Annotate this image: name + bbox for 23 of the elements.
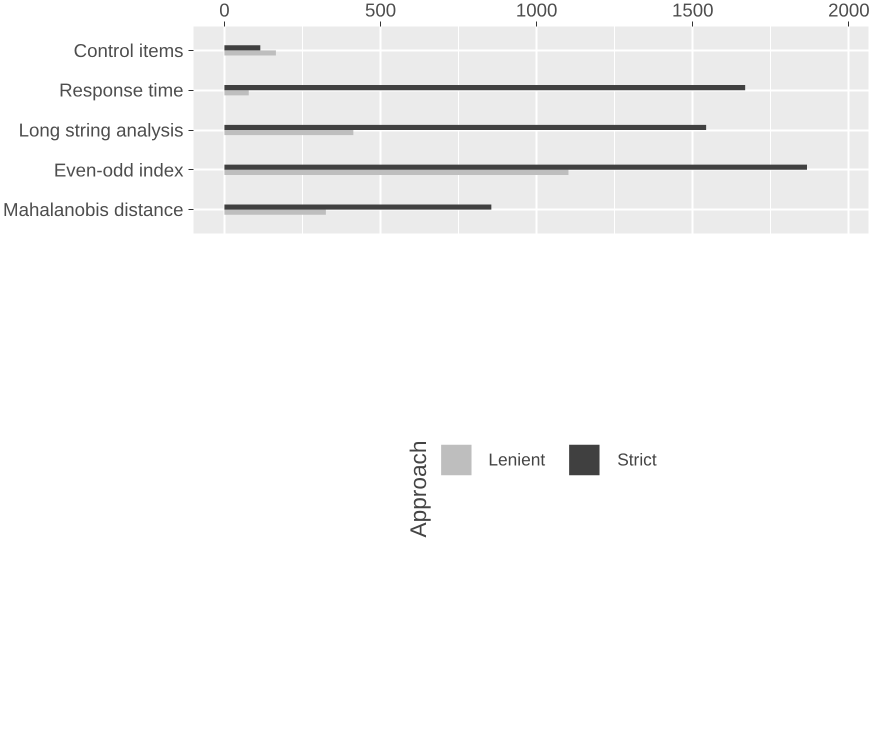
bar xyxy=(224,170,568,175)
bar xyxy=(224,45,260,50)
x-tick-label: 500 xyxy=(364,0,396,20)
legend-label: Strict xyxy=(617,449,657,470)
y-tick-label: Long string analysis xyxy=(18,120,184,140)
y-tick-label: Control items xyxy=(74,40,184,61)
x-tick-label: 1500 xyxy=(672,0,714,20)
y-tick-label: Even-odd index xyxy=(54,159,184,180)
x-tick-label: 0 xyxy=(219,0,230,20)
legend-title: Approach xyxy=(404,440,432,538)
bar xyxy=(224,50,276,56)
y-tick-label: Response time xyxy=(59,80,184,101)
legend-label: Lenient xyxy=(488,449,546,470)
y-tick-label: Mahalanobis distance xyxy=(3,199,184,220)
bar xyxy=(224,210,326,215)
x-tick-label: 2000 xyxy=(828,0,870,20)
bar xyxy=(224,130,354,136)
bar xyxy=(224,164,807,170)
bar xyxy=(224,90,249,96)
x-tick-label: 1000 xyxy=(516,0,558,20)
bar xyxy=(224,124,706,130)
bar xyxy=(224,85,746,90)
bar xyxy=(224,204,492,210)
